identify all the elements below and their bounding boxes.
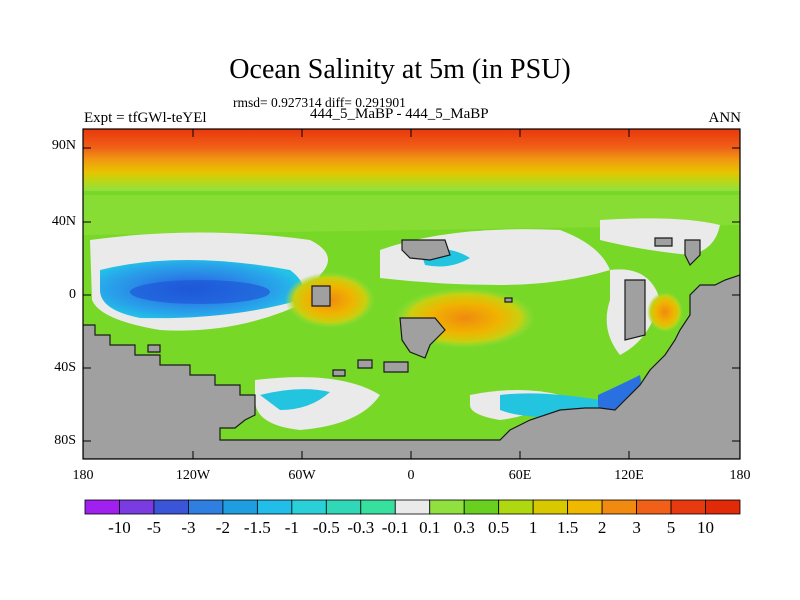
- islet-s-2: [357, 359, 373, 369]
- experiment-label: Expt = tfGWl-teYEl: [84, 110, 207, 126]
- colorbar-swatch: [705, 499, 741, 515]
- colorbar-label: -0.5: [312, 518, 340, 537]
- island-west: [311, 285, 331, 307]
- island-north: [401, 239, 451, 261]
- colorbar-label: -0.3: [347, 518, 375, 537]
- colorbar-label: 1: [528, 518, 538, 537]
- colorbar-swatch: [222, 499, 258, 515]
- cases-label: 444_5_MaBP - 444_5_MaBP: [310, 106, 489, 122]
- colorbar-label: 2: [597, 518, 607, 537]
- colorbar-label: -10: [108, 518, 131, 537]
- colorbar-swatch: [84, 499, 120, 515]
- lat-tick-90n: 90N: [51, 138, 76, 153]
- colorbar-swatch: [532, 499, 569, 515]
- colorbar-swatch: [498, 499, 534, 515]
- pacific-core: [130, 280, 270, 304]
- colorbar-label: -1: [284, 518, 299, 537]
- season-label: ANN: [708, 110, 742, 126]
- colorbar-swatch: [567, 499, 603, 515]
- colorbar-swatch: [636, 499, 672, 515]
- colorbar-swatch: [360, 499, 396, 515]
- colorbar-label: -2: [215, 518, 230, 537]
- colorbar-label: 0.1: [419, 518, 441, 537]
- colorbar-label: -1.5: [243, 518, 271, 537]
- islet-sw: [147, 344, 161, 353]
- axis-ticks: [83, 129, 740, 459]
- colorbar-label: 0.3: [453, 518, 475, 537]
- islet-ne-1: [654, 237, 673, 247]
- colorbar-swatch: [153, 499, 189, 515]
- chart-title: Ocean Salinity at 5m (in PSU): [229, 54, 571, 85]
- stats-text: rmsd= 0.927314 diff= 0.291901: [233, 95, 406, 110]
- colorbar-swatch: [291, 499, 327, 515]
- lat-tick-80s: 80S: [54, 433, 76, 448]
- colorbar-label: 0.5: [488, 518, 510, 537]
- colorbar-swatch: [670, 499, 706, 515]
- lon-tick-120w: 120W: [175, 468, 211, 483]
- lon-tick-60w: 60W: [288, 468, 316, 483]
- islet-ne-2: [684, 239, 701, 267]
- lat-tick-40s: 40S: [54, 360, 76, 375]
- colorbar-label: -3: [181, 518, 196, 537]
- colorbar-label: 3: [632, 518, 641, 537]
- map-plot-area: [83, 129, 740, 459]
- colorbar-label: -0.1: [381, 518, 409, 537]
- island-central: [399, 317, 446, 359]
- island-east: [624, 279, 646, 341]
- lon-tick-180-west: 180: [72, 468, 94, 483]
- colorbar-swatch: [463, 499, 500, 515]
- lon-tick-60e: 60E: [508, 468, 532, 483]
- land-masses: [83, 237, 740, 459]
- colorbar-swatch: [601, 499, 637, 515]
- lat-tick-0: 0: [69, 287, 76, 302]
- colorbar-swatch: [256, 499, 293, 515]
- cyan-patch-1: [260, 389, 330, 410]
- lon-tick-180-east: 180: [729, 468, 751, 483]
- colorbar-label: 5: [666, 518, 676, 537]
- lon-tick-120e: 120E: [614, 468, 644, 483]
- colorbar-swatch: [429, 499, 465, 515]
- colorbar-swatch: [394, 499, 431, 515]
- arctic-band: [83, 129, 740, 191]
- colorbar-swatch: [188, 499, 224, 515]
- islet-s-1: [332, 369, 346, 377]
- lon-tick-0: 0: [407, 468, 415, 483]
- islet-s-3: [383, 361, 409, 373]
- colorbar-swatch: [325, 499, 362, 515]
- colorbar-swatch: [119, 499, 155, 515]
- islet-mid: [504, 297, 513, 303]
- colorbar-label: -5: [146, 518, 162, 537]
- lat-tick-40n: 40N: [51, 214, 76, 229]
- salty-pool-3: [647, 292, 683, 332]
- southern-continent: [83, 274, 740, 459]
- subpolar-band: [83, 195, 740, 235]
- colorbar-label: 10: [697, 518, 715, 537]
- colorbar-label: 1.5: [557, 518, 579, 537]
- colorbar: [84, 499, 741, 515]
